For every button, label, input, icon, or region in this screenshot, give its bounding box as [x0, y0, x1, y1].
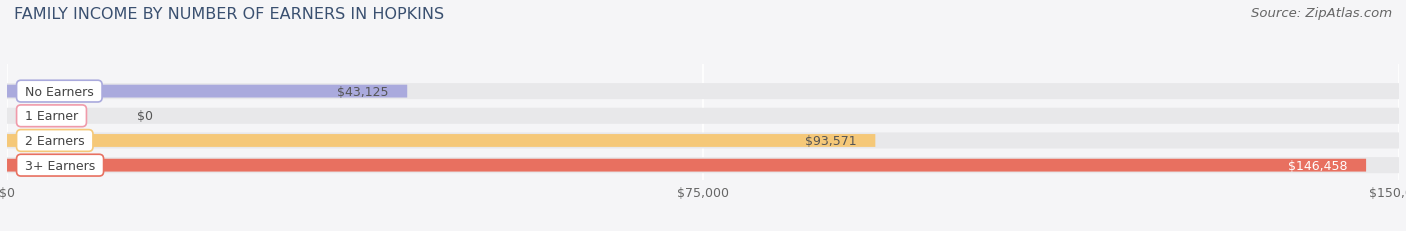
FancyBboxPatch shape [7, 108, 1399, 124]
Text: FAMILY INCOME BY NUMBER OF EARNERS IN HOPKINS: FAMILY INCOME BY NUMBER OF EARNERS IN HO… [14, 7, 444, 22]
FancyBboxPatch shape [7, 85, 408, 98]
FancyBboxPatch shape [7, 159, 1367, 172]
FancyBboxPatch shape [7, 84, 1399, 100]
Text: $93,571: $93,571 [806, 134, 856, 147]
Text: $0: $0 [136, 110, 153, 123]
FancyBboxPatch shape [7, 158, 1399, 173]
Text: Source: ZipAtlas.com: Source: ZipAtlas.com [1251, 7, 1392, 20]
Text: $146,458: $146,458 [1288, 159, 1347, 172]
Text: 3+ Earners: 3+ Earners [21, 159, 100, 172]
FancyBboxPatch shape [7, 133, 1399, 149]
Text: $43,125: $43,125 [337, 85, 388, 98]
Text: 2 Earners: 2 Earners [21, 134, 89, 147]
Text: 1 Earner: 1 Earner [21, 110, 82, 123]
FancyBboxPatch shape [7, 134, 876, 147]
Text: No Earners: No Earners [21, 85, 97, 98]
